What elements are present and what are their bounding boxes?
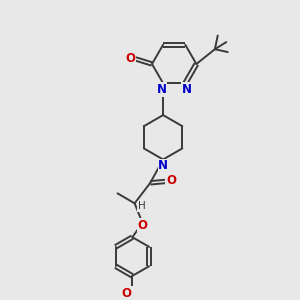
- Text: N: N: [182, 83, 192, 96]
- Text: O: O: [125, 52, 135, 65]
- Text: O: O: [121, 287, 131, 300]
- Text: H: H: [138, 201, 146, 211]
- Text: N: N: [157, 83, 167, 96]
- Text: O: O: [137, 219, 147, 232]
- Text: O: O: [166, 174, 176, 187]
- Text: N: N: [158, 159, 168, 172]
